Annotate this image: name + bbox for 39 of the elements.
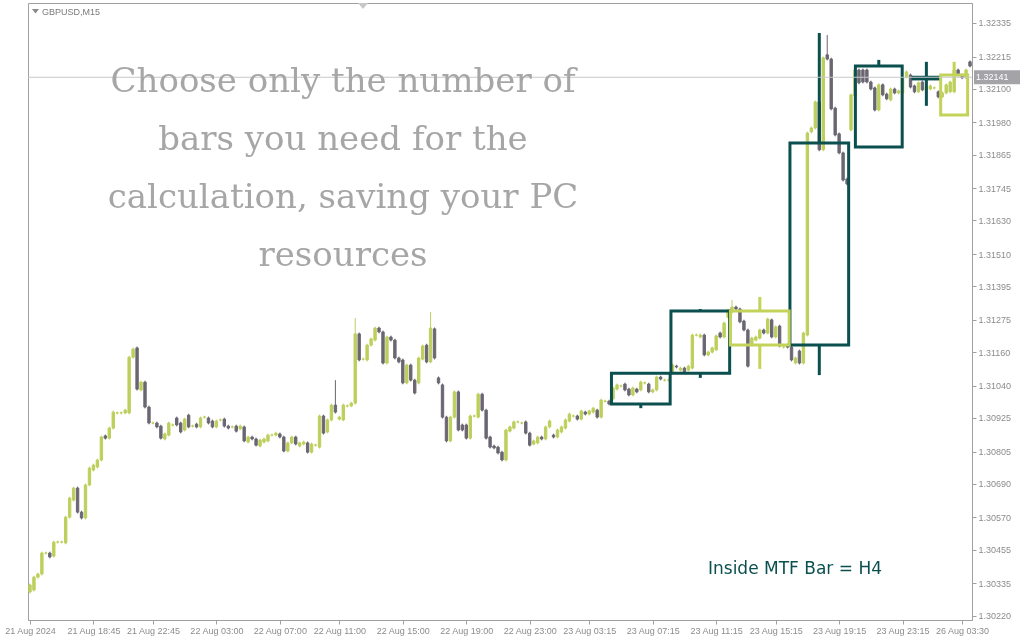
annotation: Choose only the number of bars you need for the calculation, saving your PC resources (107, 60, 579, 274)
x-tick-label: 23 Aug 15:15 (749, 625, 803, 636)
x-tick-label: 22 Aug 11:00 (313, 625, 367, 636)
y-tick-label: 1.31630 (978, 215, 1012, 226)
y-tick-label: 1.31510 (978, 249, 1012, 260)
y-tick-label: 1.30690 (978, 479, 1012, 490)
x-tick-label: 22 Aug 15:00 (376, 625, 430, 636)
x-tick-label: 23 Aug 19:15 (813, 625, 867, 636)
y-tick-label: 1.32335 (978, 18, 1012, 29)
y-tick-label: 1.31395 (978, 281, 1012, 292)
y-tick-label: 1.30455 (978, 545, 1012, 556)
annotation: Inside MTF Bar = H4 (708, 558, 882, 578)
y-tick-label: 1.30570 (978, 512, 1012, 523)
y-tick-label: 1.31160 (978, 347, 1011, 358)
y-tick-label: 1.32100 (978, 84, 1012, 95)
y-tick-label: 1.30335 (978, 578, 1012, 589)
y-tick-label: 1.31865 (978, 150, 1012, 161)
x-tick-label: 22 Aug 07:00 (253, 625, 307, 636)
x-tick-label: 22 Aug 03:00 (190, 625, 244, 636)
x-tick-label: 23 Aug 07:15 (626, 625, 680, 636)
x-tick-label: 23 Aug 03:15 (563, 625, 617, 636)
chart-title: GBPUSD,M15 (42, 7, 101, 17)
x-tick-label: 22 Aug 23:00 (503, 625, 557, 636)
x-tick-label: 21 Aug 18:45 (67, 625, 121, 636)
x-tick-label: 21 Aug 2024 (5, 625, 56, 636)
y-tick-label: 1.30220 (978, 611, 1012, 622)
ref-line-label: 1.32141 (976, 72, 1009, 83)
y-tick-label: 1.31040 (978, 381, 1012, 392)
y-tick-label: 1.32215 (978, 52, 1012, 63)
y-tick-label: 1.31980 (978, 117, 1012, 128)
x-tick-label: 23 Aug 11:15 (690, 625, 743, 636)
x-tick-label: 22 Aug 19:00 (440, 625, 494, 636)
x-tick-label: 23 Aug 23:15 (876, 625, 930, 636)
y-tick-label: 1.30925 (978, 413, 1012, 424)
y-tick-label: 1.31275 (978, 315, 1012, 326)
x-tick-label: 26 Aug 03:30 (936, 625, 990, 636)
y-tick-label: 1.31745 (978, 183, 1012, 194)
y-tick-label: 1.30805 (978, 447, 1012, 458)
x-tick-label: 21 Aug 22:45 (126, 625, 180, 636)
